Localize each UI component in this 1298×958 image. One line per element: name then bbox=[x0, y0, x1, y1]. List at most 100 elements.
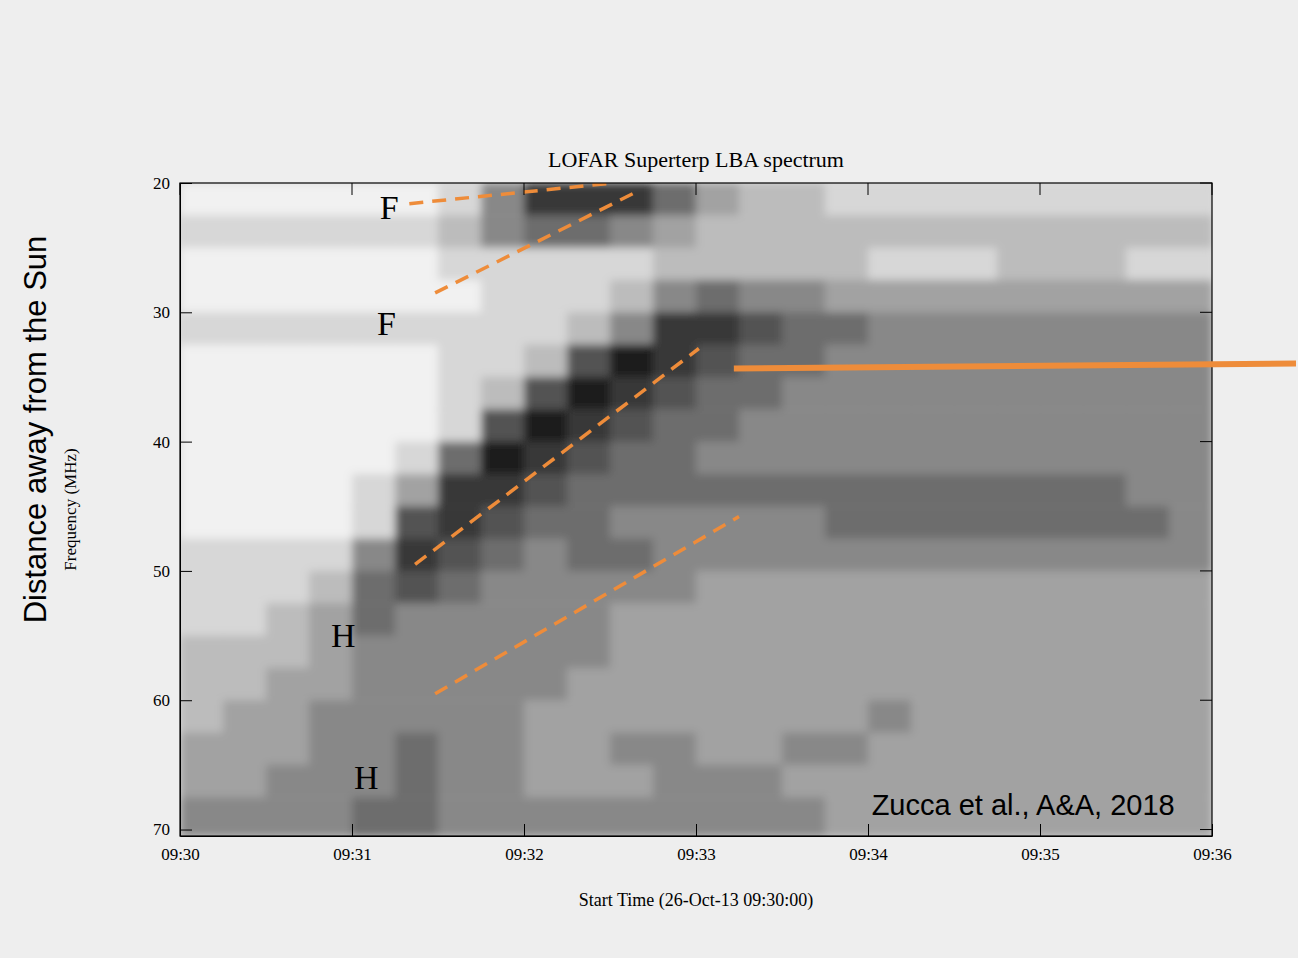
x-axis-line bbox=[181, 836, 1213, 837]
heatmap-cell bbox=[1040, 183, 1084, 216]
heatmap-cell bbox=[438, 668, 482, 701]
heatmap-cell bbox=[1169, 442, 1212, 475]
heatmap-cell bbox=[696, 215, 740, 248]
heatmap-cell bbox=[610, 474, 654, 507]
heatmap-cell bbox=[1040, 571, 1084, 604]
heatmap-cell bbox=[825, 506, 869, 539]
heatmap-cell bbox=[309, 506, 353, 539]
heatmap-cell bbox=[223, 345, 267, 378]
heatmap-cell bbox=[954, 668, 998, 701]
y-tick: 20 bbox=[153, 174, 192, 193]
heatmap-cell bbox=[997, 442, 1041, 475]
heatmap-cell bbox=[1126, 312, 1170, 345]
heatmap-cell bbox=[1126, 539, 1170, 572]
heatmap-cell bbox=[911, 506, 955, 539]
heatmap-cell bbox=[653, 603, 697, 636]
heatmap-cell bbox=[825, 668, 869, 701]
heatmap-cell bbox=[1083, 183, 1127, 216]
heatmap-cell bbox=[352, 700, 396, 733]
heatmap-cell bbox=[696, 668, 740, 701]
heatmap-cell bbox=[309, 345, 353, 378]
heatmap-cell bbox=[653, 248, 697, 281]
heatmap-cell bbox=[266, 765, 310, 798]
heatmap-cell bbox=[653, 733, 697, 766]
heatmap-cell bbox=[739, 797, 783, 836]
heatmap-cell bbox=[954, 183, 998, 216]
heatmap-cell bbox=[352, 474, 396, 507]
heatmap-cell bbox=[696, 312, 740, 345]
heatmap-cell bbox=[825, 442, 869, 475]
heatmap-cell bbox=[739, 765, 783, 798]
heatmap-cell bbox=[352, 345, 396, 378]
heatmap-cell bbox=[997, 215, 1041, 248]
heatmap-cell bbox=[309, 700, 353, 733]
heatmap-cell bbox=[653, 506, 697, 539]
heatmap-cell bbox=[1083, 506, 1127, 539]
heatmap-cell bbox=[309, 474, 353, 507]
heatmap-cell bbox=[825, 700, 869, 733]
heatmap-cell bbox=[868, 733, 912, 766]
heatmap-cell bbox=[696, 474, 740, 507]
heatmap-cell bbox=[739, 442, 783, 475]
heatmap-cell bbox=[610, 603, 654, 636]
heatmap-cell bbox=[911, 539, 955, 572]
heatmap-cell bbox=[696, 280, 740, 313]
heatmap-cell bbox=[1083, 668, 1127, 701]
heatmap-cell bbox=[180, 506, 224, 539]
y-tick-mark bbox=[180, 183, 192, 184]
heatmap-cell bbox=[481, 312, 525, 345]
heatmap-cell bbox=[223, 700, 267, 733]
heatmap-cell bbox=[782, 506, 826, 539]
heatmap-cell bbox=[524, 248, 568, 281]
heatmap-cell bbox=[180, 636, 224, 669]
heatmap-cell bbox=[739, 409, 783, 442]
x-tick: 09:32 bbox=[505, 824, 544, 864]
heatmap-cell bbox=[825, 636, 869, 669]
heatmap-cell bbox=[1083, 733, 1127, 766]
heatmap-cell bbox=[180, 377, 224, 410]
heatmap-cell bbox=[1083, 215, 1127, 248]
heatmap-cell bbox=[481, 215, 525, 248]
heatmap-cell bbox=[395, 280, 439, 313]
heatmap-cell bbox=[782, 733, 826, 766]
heatmap-cell bbox=[395, 700, 439, 733]
heatmap-cell bbox=[868, 312, 912, 345]
annotation-label: F bbox=[377, 305, 396, 342]
heatmap-cell bbox=[524, 409, 568, 442]
heatmap-cell bbox=[1169, 280, 1212, 313]
chart-svg: 20304050607009:3009:3109:3209:3309:3409:… bbox=[0, 0, 1298, 958]
plot-background bbox=[180, 183, 1212, 836]
heatmap-cell bbox=[266, 248, 310, 281]
heatmap-cell bbox=[868, 700, 912, 733]
heatmap-cell bbox=[309, 797, 353, 836]
heatmap-cell bbox=[610, 377, 654, 410]
heatmap-cell bbox=[825, 215, 869, 248]
heatmap-cell bbox=[696, 442, 740, 475]
heatmap-cell bbox=[266, 539, 310, 572]
y-tick: 30 bbox=[153, 303, 192, 322]
heatmap-cell bbox=[223, 797, 267, 836]
heatmap-cell bbox=[524, 442, 568, 475]
heatmap-cell bbox=[524, 312, 568, 345]
heatmap-cell bbox=[1169, 765, 1212, 798]
heatmap-cell bbox=[1126, 733, 1170, 766]
heatmap-cell bbox=[782, 700, 826, 733]
x-tick-label: 09:36 bbox=[1193, 845, 1232, 864]
heatmap-cell bbox=[1083, 571, 1127, 604]
heatmap-cell bbox=[1040, 474, 1084, 507]
pointer-line bbox=[734, 364, 1296, 369]
heatmap-cell bbox=[352, 248, 396, 281]
heatmap-cell bbox=[567, 765, 611, 798]
heatmap-cell bbox=[610, 312, 654, 345]
heatmap-cell bbox=[1169, 377, 1212, 410]
annotation-label: H bbox=[331, 617, 356, 654]
heatmap-cell bbox=[1169, 506, 1212, 539]
heatmap-cell bbox=[223, 474, 267, 507]
heatmap-cell bbox=[1083, 442, 1127, 475]
heatmap-cell bbox=[868, 442, 912, 475]
heatmap-cell bbox=[567, 409, 611, 442]
heatmap-cell bbox=[653, 571, 697, 604]
heatmap-cell bbox=[1169, 700, 1212, 733]
heatmap-cell bbox=[696, 506, 740, 539]
heatmap-cell bbox=[1126, 409, 1170, 442]
